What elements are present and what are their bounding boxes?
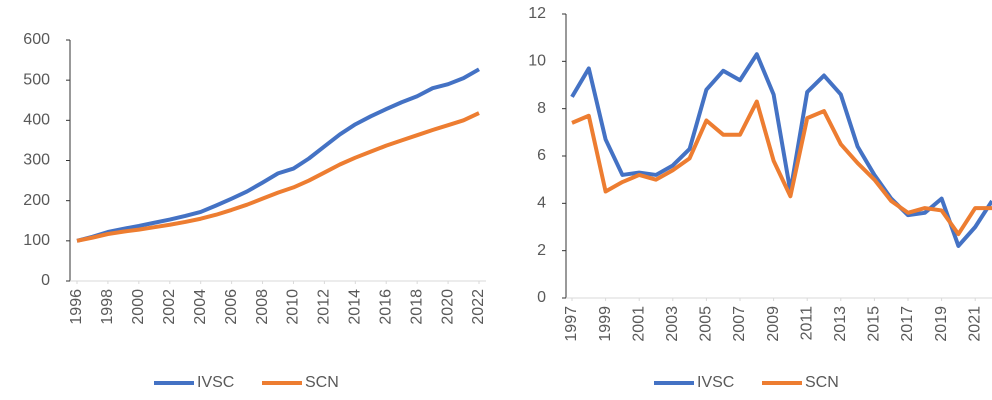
series-line — [571, 99, 992, 237]
y-tick-label: 6 — [537, 147, 546, 164]
legend-label: IVSC — [697, 374, 734, 391]
x-tick-label: 2003 — [664, 306, 681, 342]
x-tick-label: 2004 — [192, 289, 209, 325]
x-tick-label: 1999 — [597, 306, 614, 342]
y-tick-label: 0 — [537, 289, 546, 306]
x-tick-label: 2018 — [408, 289, 425, 325]
y-tick-label: 300 — [23, 152, 50, 169]
x-tick-label: 2012 — [316, 289, 333, 325]
x-tick-label: 2016 — [377, 289, 394, 325]
series-line — [76, 111, 480, 243]
x-tick-label: 1996 — [68, 289, 85, 325]
series-line — [570, 52, 992, 248]
x-tick-label: 2022 — [470, 289, 487, 325]
x-tick-label: 2009 — [765, 306, 782, 342]
y-tick-label: 400 — [23, 112, 50, 129]
line-chart: 0 100 200 300 400 500 600 1996 1998 2000 2002 2004 2… — [23, 31, 487, 391]
y-tick-label: 2 — [537, 242, 546, 259]
x-tick-label: 2002 — [161, 289, 178, 325]
x-tick-label: 1998 — [99, 289, 116, 325]
x-tick-label: 2005 — [698, 306, 715, 342]
x-tick-label: 2021 — [966, 306, 983, 342]
y-tick-label: 4 — [537, 195, 546, 212]
x-tick-label: 2007 — [731, 306, 748, 342]
x-tick-label: 2015 — [866, 306, 883, 342]
x-tick-label: 2001 — [630, 306, 647, 342]
legend-label: IVSC — [197, 374, 234, 391]
x-tick-label: 2014 — [347, 289, 364, 325]
line-chart: 0 2 4 6 8 10 12 1997 1999 2001 2003 2005 2007 2009 201… — [528, 5, 992, 391]
x-tick-label: 2008 — [254, 289, 271, 325]
x-tick-label: 1997 — [563, 306, 580, 342]
y-tick-label: 500 — [23, 71, 50, 88]
x-tick-label: 2013 — [832, 306, 849, 342]
y-tick-label: 8 — [537, 100, 546, 117]
series-line — [76, 67, 480, 243]
y-tick-label: 600 — [23, 31, 50, 48]
y-tick-label: 10 — [528, 53, 546, 70]
y-tick-label: 12 — [528, 5, 546, 22]
x-tick-label: 2006 — [223, 289, 240, 325]
legend-label: SCN — [805, 374, 839, 391]
x-tick-label: 2019 — [933, 306, 950, 342]
x-tick-label: 2017 — [899, 306, 916, 342]
y-tick-label: 200 — [23, 192, 50, 209]
y-tick-label: 100 — [23, 232, 50, 249]
x-tick-label: 2010 — [285, 289, 302, 325]
y-tick-label: 0 — [41, 272, 50, 289]
x-tick-label: 2000 — [130, 289, 147, 325]
legend-label: SCN — [305, 374, 339, 391]
x-tick-label: 2020 — [439, 289, 456, 325]
x-tick-label: 2011 — [798, 306, 815, 341]
